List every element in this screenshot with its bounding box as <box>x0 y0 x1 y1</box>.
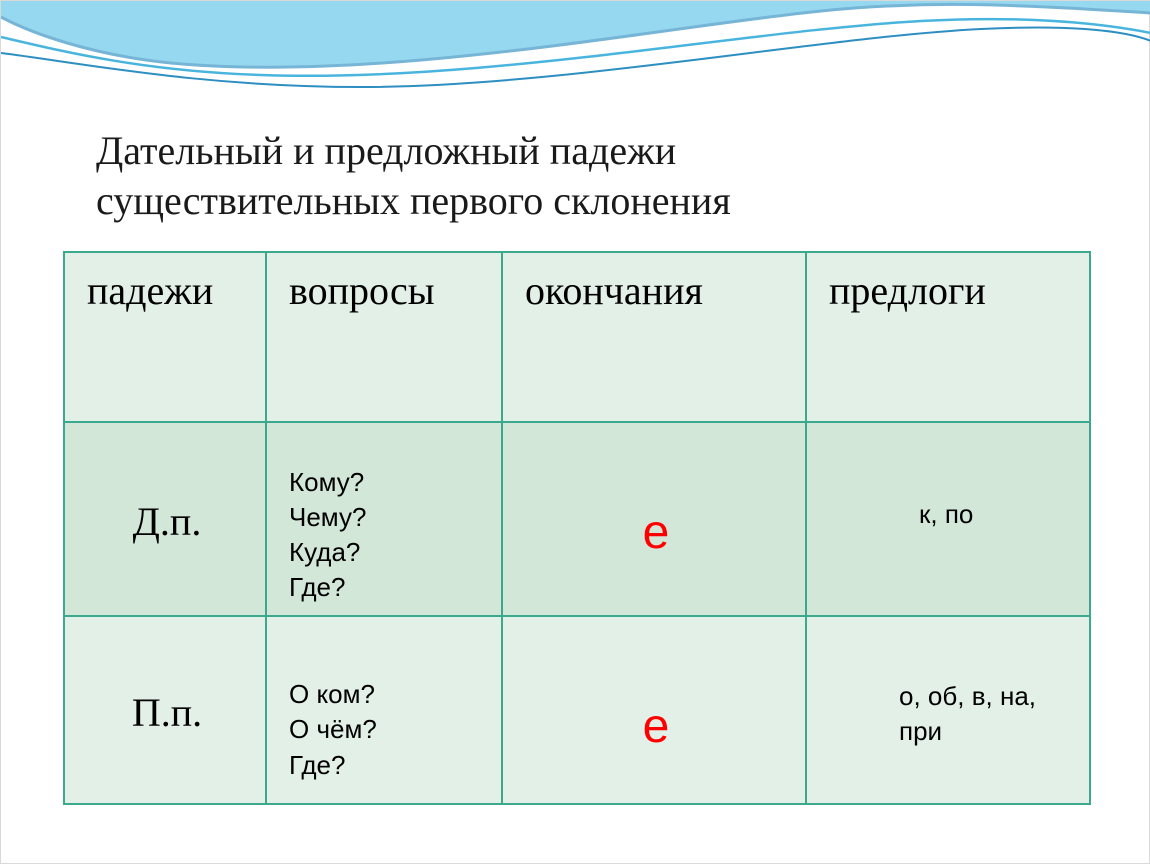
table-row: П.п. О ком? О чём? Где? е о, об, в, на, … <box>64 616 1090 804</box>
question-item: Кому? <box>289 467 364 497</box>
cell-prepositions: к, по <box>806 422 1090 616</box>
title-line-2: существительных первого склонения <box>96 178 731 223</box>
header-cases: падежи <box>64 252 266 422</box>
question-item: Где? <box>289 572 345 602</box>
slide-title: Дательный и предложный падежи существите… <box>96 126 996 226</box>
questions-list: О ком? О чём? Где? <box>289 631 483 782</box>
cell-ending: е <box>502 616 806 804</box>
case-label: Д.п. <box>87 437 247 605</box>
header-prepositions: предлоги <box>806 252 1090 422</box>
question-item: О ком? <box>289 679 375 709</box>
ending-letter: е <box>525 437 787 560</box>
cell-questions: Кому? Чему? Куда? Где? <box>266 422 502 616</box>
questions-list: Кому? Чему? Куда? Где? <box>289 437 483 605</box>
question-item: Чему? <box>289 502 366 532</box>
header-questions: вопросы <box>266 252 502 422</box>
question-item: Куда? <box>289 537 360 567</box>
table-header-row: падежи вопросы окончания предлоги <box>64 252 1090 422</box>
question-item: Где? <box>289 750 345 780</box>
cell-questions: О ком? О чём? Где? <box>266 616 502 804</box>
question-item: О чём? <box>289 714 377 744</box>
slide: Дательный и предложный падежи существите… <box>0 0 1150 864</box>
header-endings: окончания <box>502 252 806 422</box>
case-label: П.п. <box>87 631 247 793</box>
prepositions-text: о, об, в, на, при <box>829 631 1071 749</box>
cell-prepositions: о, об, в, на, при <box>806 616 1090 804</box>
cell-case: Д.п. <box>64 422 266 616</box>
title-line-1: Дательный и предложный падежи <box>96 128 676 173</box>
table-row: Д.п. Кому? Чему? Куда? Где? е к, по <box>64 422 1090 616</box>
cell-case: П.п. <box>64 616 266 804</box>
cell-ending: е <box>502 422 806 616</box>
cases-table: падежи вопросы окончания предлоги Д.п. К… <box>63 251 1091 805</box>
ending-letter: е <box>525 631 787 754</box>
prepositions-text: к, по <box>829 437 1071 530</box>
